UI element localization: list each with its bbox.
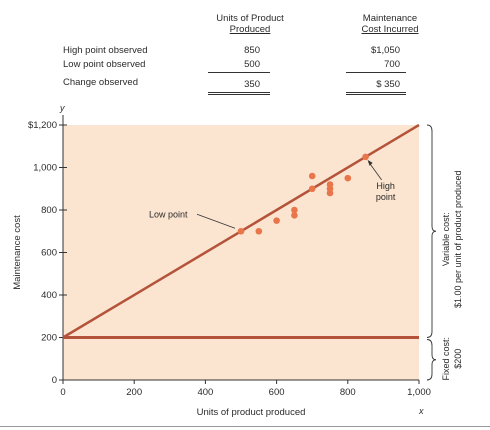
row-label-low: Low point observed (63, 59, 146, 70)
high-point-label-line2: point (376, 192, 396, 202)
plot-background (63, 125, 419, 380)
cost-header-line1: Maintenance (362, 13, 418, 24)
units-column-header: Units of Product Produced (195, 13, 305, 35)
data-point (344, 174, 352, 182)
cost-total-rule (346, 92, 406, 95)
chart-axes: 0 200 400 600 800 1,000 $1,200 0 200 400 600 800 1,0… (28, 115, 431, 398)
units-header-line1: Units of Product (216, 13, 284, 24)
y-tick-label: 200 (41, 333, 57, 344)
row-cost-low: 700 (384, 59, 400, 70)
y-tick-label: $1,200 (28, 120, 57, 131)
variable-cost-brace (426, 124, 437, 338)
chart-annotations (196, 124, 437, 381)
data-point (255, 227, 263, 235)
data-point (291, 206, 298, 214)
fixed-cost-brace (426, 339, 437, 381)
data-point (362, 153, 369, 161)
cost-column-header: Maintenance Cost Incurred (335, 13, 445, 35)
row-units-high: 850 (244, 45, 260, 56)
x-tick-label: 0 (60, 387, 65, 398)
data-point (273, 217, 280, 224)
fixed-cost-label-line2: $200 (453, 349, 463, 369)
data-points (237, 153, 369, 235)
y-axis-letter: y (59, 103, 65, 113)
y-tick-label: 400 (41, 290, 57, 301)
variable-cost-label-line1: Variable cost: (441, 212, 451, 266)
x-tick-label: 800 (340, 387, 356, 398)
high-point-arrowhead (367, 159, 373, 166)
data-point (308, 185, 316, 193)
high-point-leader (368, 161, 382, 181)
x-tick-label: 200 (126, 387, 142, 398)
y-tick-label: 0 (52, 375, 57, 386)
high-point-label-line1: High (376, 181, 395, 191)
cost-subtotal-rule (346, 72, 406, 73)
row-cost-high: $1,050 (370, 45, 400, 56)
row-label-change: Change observed (63, 77, 138, 88)
y-axis-label: Maintenance cost (12, 215, 23, 290)
fixed-cost-label-line1: Fixed cost: (441, 337, 451, 381)
data-point (237, 227, 245, 235)
units-header-line2: Produced (229, 24, 271, 35)
x-axis-letter: x (418, 406, 424, 416)
row-units-low: 500 (244, 59, 260, 70)
hi-low-cost-chart: 0 200 400 600 800 1,000 $1,200 0 200 400 600 800 1,0… (12, 103, 463, 418)
page-bottom-rule (0, 426, 490, 427)
x-tick-label: 600 (269, 387, 285, 398)
row-cost-change: $ 350 (376, 79, 400, 90)
y-tick-label: 600 (41, 248, 57, 259)
x-tick-label: 1,000 (407, 387, 431, 398)
cost-header-line2: Cost Incurred (361, 24, 419, 35)
data-point (326, 181, 334, 188)
data-point (291, 212, 298, 219)
variable-cost-label-line2: $1.00 per unit of product produced (453, 170, 463, 308)
units-subtotal-rule (208, 72, 270, 73)
row-units-change: 350 (244, 79, 260, 90)
y-tick-label: 1,000 (33, 163, 57, 174)
x-tick-label: 400 (197, 387, 213, 398)
x-axis-label: Units of product produced (197, 407, 306, 418)
low-point-label: Low point (149, 209, 188, 219)
low-point-leader (196, 213, 236, 229)
summary-table: Units of Product Produced Maintenance Co… (0, 0, 490, 100)
y-tick-label: 800 (41, 205, 57, 216)
units-total-rule (208, 92, 270, 95)
data-point (308, 172, 316, 180)
row-label-high: High point observed (63, 45, 148, 56)
